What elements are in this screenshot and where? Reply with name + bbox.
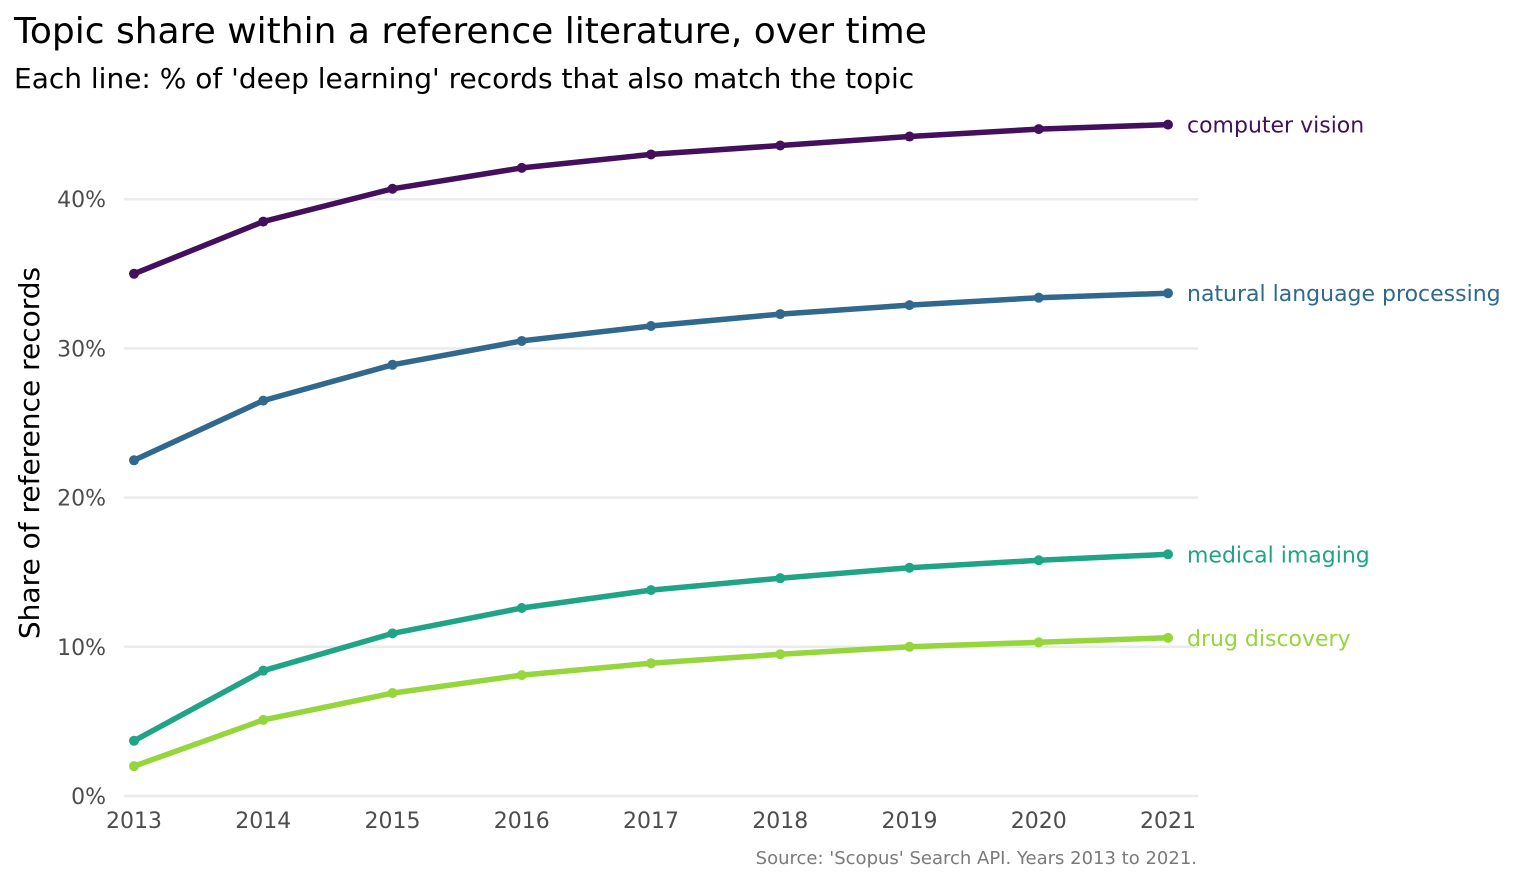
data-point bbox=[775, 309, 786, 320]
series-label: natural language processing bbox=[1187, 282, 1501, 307]
data-point bbox=[258, 665, 269, 676]
series-label: drug discovery bbox=[1187, 627, 1351, 652]
data-point bbox=[129, 455, 139, 466]
data-point bbox=[1163, 549, 1173, 560]
data-point bbox=[1033, 555, 1044, 566]
data-point bbox=[387, 359, 398, 370]
data-point bbox=[129, 735, 139, 746]
data-point bbox=[904, 562, 915, 573]
y-tick-label: 20% bbox=[57, 487, 106, 512]
series: medical imaging bbox=[129, 543, 1370, 746]
y-axis-label: Share of reference records bbox=[13, 267, 46, 639]
x-tick-label: 2020 bbox=[1011, 809, 1067, 834]
chart-title: Topic share within a reference literatur… bbox=[13, 11, 927, 52]
data-point bbox=[387, 628, 398, 639]
data-point bbox=[258, 216, 269, 227]
data-point bbox=[516, 603, 527, 614]
data-point bbox=[387, 688, 398, 699]
data-point bbox=[775, 140, 786, 151]
x-tick-label: 2013 bbox=[106, 809, 162, 834]
chart-caption: Source: 'Scopus' Search API. Years 2013 … bbox=[756, 848, 1197, 869]
chart-subtitle: Each line: % of 'deep learning' records … bbox=[14, 62, 914, 95]
series-group: computer vision natural language processi… bbox=[129, 114, 1501, 772]
x-axis-ticks: 2013 2014 2015 2016 2017 2018 2019 2020 2021 bbox=[106, 809, 1196, 834]
x-tick-label: 2019 bbox=[882, 809, 938, 834]
series: drug discovery bbox=[129, 627, 1351, 772]
x-tick-label: 2017 bbox=[623, 809, 679, 834]
gridlines bbox=[124, 197, 1198, 798]
data-point bbox=[904, 131, 915, 142]
data-point bbox=[904, 641, 915, 652]
data-point bbox=[1033, 637, 1044, 648]
data-point bbox=[1163, 288, 1173, 299]
x-tick-label: 2015 bbox=[365, 809, 421, 834]
series-label: computer vision bbox=[1187, 114, 1364, 139]
data-point bbox=[129, 761, 139, 772]
data-point bbox=[258, 714, 269, 725]
data-point bbox=[646, 321, 656, 332]
y-axis-ticks: 0% 10% 20% 30% 40% bbox=[57, 188, 106, 810]
data-point bbox=[516, 335, 527, 346]
series-line bbox=[131, 290, 1171, 464]
x-tick-label: 2014 bbox=[235, 809, 291, 834]
data-point bbox=[387, 183, 398, 194]
data-point bbox=[516, 670, 527, 681]
y-tick-label: 10% bbox=[57, 636, 106, 661]
x-tick-label: 2018 bbox=[752, 809, 808, 834]
data-point bbox=[129, 268, 139, 279]
x-tick-label: 2016 bbox=[494, 809, 550, 834]
data-point bbox=[904, 300, 915, 311]
data-point bbox=[1163, 119, 1173, 130]
series-line bbox=[131, 635, 1171, 769]
y-tick-label: 40% bbox=[57, 188, 106, 213]
data-point bbox=[646, 658, 656, 669]
data-point bbox=[516, 162, 527, 173]
data-point bbox=[775, 649, 786, 660]
data-point bbox=[258, 395, 269, 406]
series: computer vision bbox=[129, 114, 1364, 279]
data-point bbox=[646, 149, 656, 160]
data-point bbox=[646, 585, 656, 596]
series: natural language processing bbox=[129, 282, 1501, 466]
y-tick-label: 0% bbox=[71, 785, 106, 810]
series-label: medical imaging bbox=[1187, 543, 1370, 568]
data-point bbox=[1033, 292, 1044, 303]
data-point bbox=[1163, 632, 1173, 643]
y-tick-label: 30% bbox=[57, 337, 106, 362]
data-point bbox=[775, 573, 786, 584]
x-tick-label: 2021 bbox=[1140, 809, 1196, 834]
data-point bbox=[1033, 124, 1044, 135]
